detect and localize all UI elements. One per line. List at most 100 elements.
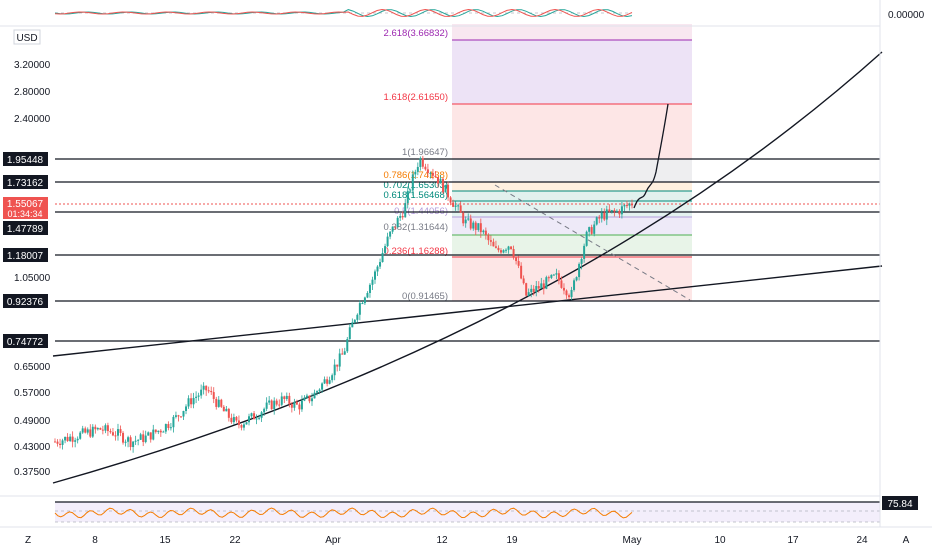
candle-body xyxy=(81,428,84,433)
price-axis-label: 0.65000 xyxy=(14,362,51,373)
line-tag-label: 1.18007 xyxy=(7,251,44,262)
candle-body xyxy=(263,408,266,413)
candle-body xyxy=(598,217,601,219)
candle-body xyxy=(426,169,429,174)
candle-body xyxy=(384,246,387,253)
candle-body xyxy=(300,400,303,410)
candle-body xyxy=(341,353,344,355)
candle-body xyxy=(343,351,346,355)
candle-body xyxy=(215,398,218,407)
candle-body xyxy=(84,428,87,433)
candle-body xyxy=(583,245,586,259)
trend-lines xyxy=(52,51,883,484)
candle-body xyxy=(182,410,185,417)
time-axis-label: 15 xyxy=(159,535,171,546)
candle-body xyxy=(139,434,142,440)
candle-body xyxy=(316,391,319,393)
candle-body xyxy=(265,402,268,409)
candle-body xyxy=(358,303,361,315)
candle-body xyxy=(580,258,583,264)
candle-body xyxy=(59,443,62,445)
candle-body xyxy=(122,432,125,443)
candle-body xyxy=(625,205,628,207)
candle-body xyxy=(79,432,82,439)
candle-body xyxy=(454,205,457,207)
time-axis[interactable]: 8 15 22 Apr 12 19 May 10 17 24 xyxy=(92,535,868,546)
currency-label[interactable]: USD xyxy=(13,29,41,45)
time-axis-label: May xyxy=(623,535,642,546)
candle-body xyxy=(157,430,160,433)
candle-body xyxy=(467,218,470,220)
line-tag-box xyxy=(3,334,48,348)
candle-body xyxy=(424,166,427,170)
fib-level-label: 0.618(1.56468) xyxy=(384,190,448,201)
candle-body xyxy=(142,434,145,443)
candle-body xyxy=(515,257,518,262)
candle-body xyxy=(240,425,243,428)
candle-body xyxy=(71,436,74,442)
candle-body xyxy=(232,417,235,423)
candle-body xyxy=(200,389,203,396)
price-axis[interactable]: 3.20000 2.80000 2.40000 1.05000 0.65000 0.570… xyxy=(14,60,51,478)
candle-body xyxy=(285,395,288,399)
candle-body xyxy=(124,441,127,443)
candle-body xyxy=(588,227,591,232)
candle-body xyxy=(106,425,109,432)
candle-body xyxy=(631,203,633,206)
candle-body xyxy=(590,227,593,234)
candle-body xyxy=(164,424,167,432)
candle-body xyxy=(137,439,140,441)
candle-body xyxy=(185,406,188,411)
currency-code: USD xyxy=(16,33,37,44)
candle-body xyxy=(449,197,452,203)
candle-body xyxy=(507,246,510,250)
candle-body xyxy=(386,236,389,247)
candle-body xyxy=(253,413,256,420)
time-axis-label: 8 xyxy=(92,535,98,546)
timezone-toggle[interactable]: Z xyxy=(25,535,31,546)
line-tag-box xyxy=(3,294,48,308)
price-axis-label: 0.37500 xyxy=(14,467,51,478)
candle-body xyxy=(585,231,588,246)
candle-body xyxy=(457,205,460,207)
candle-body xyxy=(376,266,379,272)
candle-body xyxy=(381,252,384,263)
candle-body xyxy=(416,166,419,172)
candle-body xyxy=(613,210,616,212)
candle-body xyxy=(489,240,492,242)
candle-body xyxy=(212,392,215,399)
candle-body xyxy=(512,248,515,258)
candle-body xyxy=(363,297,366,304)
candle-body xyxy=(298,404,301,410)
candle-body xyxy=(268,400,271,403)
auto-scale-toggle[interactable]: A xyxy=(903,535,910,546)
candle-body xyxy=(333,364,336,376)
candle-body xyxy=(331,375,334,381)
candle-body xyxy=(568,295,571,298)
fib-level-label: 0.702(1.65303) xyxy=(384,180,448,191)
candle-body xyxy=(469,218,472,229)
candle-body xyxy=(210,390,213,393)
time-axis-label: 22 xyxy=(229,535,241,546)
candle-body xyxy=(134,440,137,442)
candle-body xyxy=(474,222,477,230)
candle-body xyxy=(608,209,611,212)
candle-body xyxy=(250,413,253,417)
candle-body xyxy=(318,389,321,392)
candle-body xyxy=(545,277,548,289)
candle-body xyxy=(482,230,485,233)
candle-body xyxy=(129,437,132,448)
rsi-value-tag: 75.84 xyxy=(882,496,918,510)
candle-body xyxy=(303,397,306,401)
candle-body xyxy=(154,429,157,433)
price-axis-label: 1.05000 xyxy=(14,273,51,284)
candle-body xyxy=(462,212,465,224)
candle-body xyxy=(336,364,339,367)
candle-body xyxy=(578,263,581,278)
candle-body xyxy=(436,176,439,184)
candle-body xyxy=(99,428,102,430)
candle-body xyxy=(152,429,155,440)
candle-body xyxy=(305,395,308,398)
